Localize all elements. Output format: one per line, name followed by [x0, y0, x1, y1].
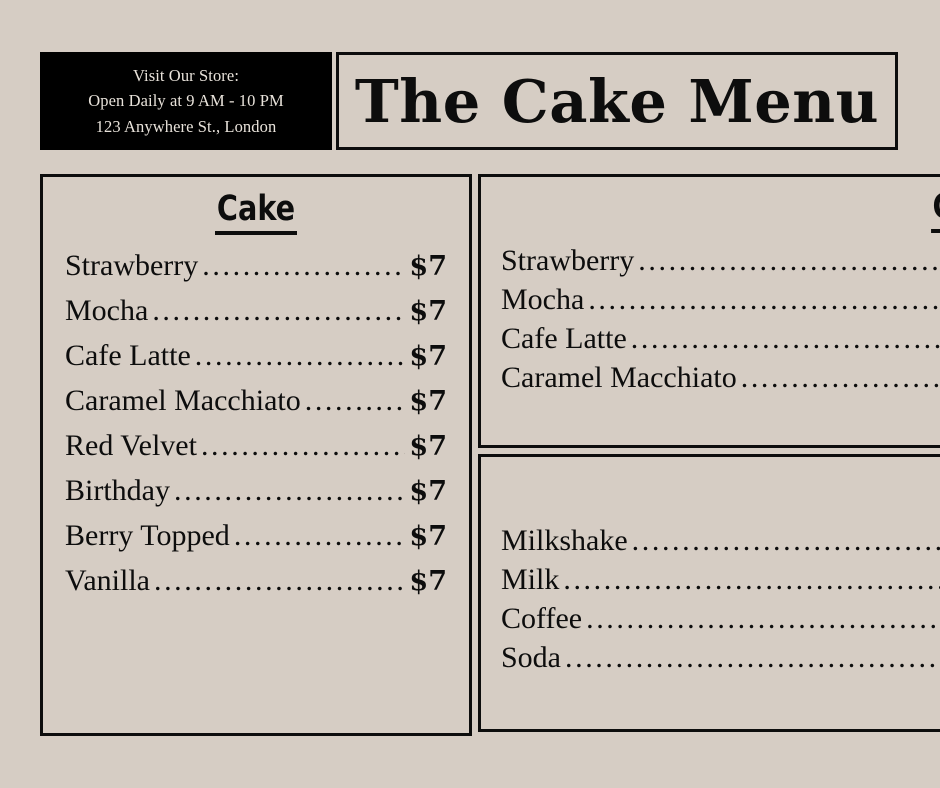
- dot-leader: [174, 476, 405, 506]
- menu-item: Caramel Macchiato $7: [65, 383, 447, 417]
- menu-item-price: $7: [409, 295, 447, 327]
- menu-item-name: Caramel Macchiato: [501, 360, 737, 394]
- menu-item: Cafe Latte $7: [65, 338, 447, 372]
- menu-item: Strawberry$7: [501, 243, 940, 277]
- store-info-panel: Visit Our Store: Open Daily at 9 AM - 10…: [40, 52, 332, 150]
- menu-item-price: $7: [409, 385, 447, 417]
- menu-item: Milk$7: [501, 562, 940, 596]
- dot-leader: [632, 526, 940, 556]
- menu-item-price: $7: [409, 340, 447, 372]
- dot-leader: [201, 431, 405, 461]
- menu-item: Berry Topped $7: [65, 518, 447, 552]
- dot-leader: [202, 251, 405, 281]
- dot-leader: [195, 341, 406, 371]
- menu-item: Coffee$7: [501, 601, 940, 635]
- item-list-drinks: Milkshake$7 Milk$7 Coffee$7 Soda$7: [501, 523, 940, 721]
- menu-item-price: $7: [409, 565, 447, 597]
- menu-item: Cafe Latte$7: [501, 321, 940, 355]
- menu-item-name: Berry Topped: [65, 518, 230, 552]
- menu-item-name: Milkshake: [501, 523, 628, 557]
- menu-item-name: Mocha: [65, 293, 149, 327]
- menu-item-name: Milk: [501, 562, 560, 596]
- dot-leader: [631, 324, 940, 354]
- menu-item-price: $7: [409, 250, 447, 282]
- menu-item: Red Velvet $7: [65, 428, 447, 462]
- dot-leader: [565, 643, 940, 673]
- page-title: The Cake Menu: [354, 66, 880, 136]
- section-heading-cookies: Cokkies: [590, 189, 940, 233]
- menu-item: Mocha$7: [501, 282, 940, 316]
- dot-leader: [588, 285, 940, 315]
- menu-item-name: Vanilla: [65, 563, 150, 597]
- dot-leader: [638, 246, 940, 276]
- menu-item: Caramel Macchiato$7: [501, 360, 940, 394]
- menu-item: Vanilla $7: [65, 563, 447, 597]
- section-heading-drinks: Drinks: [590, 469, 940, 513]
- dot-leader: [234, 521, 406, 551]
- item-list-cookies: Strawberry$7 Mocha$7 Cafe Latte$7 Caramel M…: [501, 243, 940, 437]
- menu-item-name: Coffee: [501, 601, 583, 635]
- menu-item-name: Soda: [501, 640, 561, 674]
- section-drinks: Drinks Milkshake$7 Milk$7 Coffee$7 Soda$7: [478, 454, 940, 732]
- dot-leader: [586, 604, 940, 634]
- section-heading-cookies-text: Cokkies: [930, 189, 940, 233]
- dot-leader: [563, 565, 940, 595]
- menu-item-name: Mocha: [501, 282, 585, 316]
- section-heading-cake-text: Cake: [215, 191, 297, 235]
- menu-item-price: $7: [409, 520, 447, 552]
- menu-item-name: Birthday: [65, 473, 170, 507]
- store-info-line-3: 123 Anywhere St., London: [95, 116, 277, 136]
- dot-leader: [154, 566, 405, 596]
- menu-item-name: Strawberry: [65, 248, 199, 282]
- menu-item: Soda$7: [501, 640, 940, 674]
- title-panel: The Cake Menu: [336, 52, 898, 150]
- dot-leader: [152, 296, 405, 326]
- store-info-line-2: Open Daily at 9 AM - 10 PM: [88, 91, 284, 111]
- menu-item-name: Cafe Latte: [501, 321, 627, 355]
- header: Visit Our Store: Open Daily at 9 AM - 10…: [40, 52, 898, 150]
- menu-item-price: $7: [409, 430, 447, 462]
- store-info-line-1: Visit Our Store:: [132, 66, 240, 86]
- menu-item: Birthday $7: [65, 473, 447, 507]
- menu-item-name: Strawberry: [501, 243, 635, 277]
- section-heading-cake: Cake: [99, 191, 412, 235]
- menu-item: Mocha $7: [65, 293, 447, 327]
- menu-item-name: Cafe Latte: [65, 338, 191, 372]
- dot-leader: [305, 386, 406, 416]
- dot-leader: [741, 363, 940, 393]
- menu-item-name: Caramel Macchiato: [65, 383, 301, 417]
- menu-item-price: $7: [409, 475, 447, 507]
- menu-item-name: Red Velvet: [65, 428, 197, 462]
- menu-item: Milkshake$7: [501, 523, 940, 557]
- menu-item: Strawberry $7: [65, 248, 447, 282]
